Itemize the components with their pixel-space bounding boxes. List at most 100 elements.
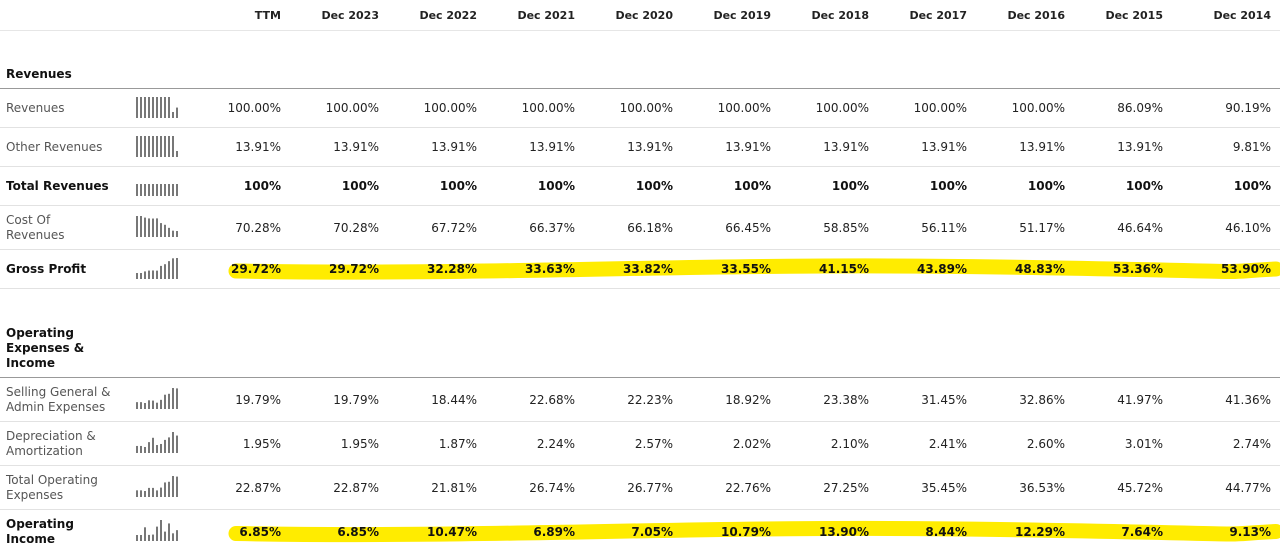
row-label: Depreciation & Amortization bbox=[0, 421, 130, 466]
value-cell: 36.53% bbox=[969, 465, 1067, 510]
sparkline-bar bbox=[176, 530, 178, 541]
value-cell: 66.37% bbox=[479, 205, 577, 250]
value-cell: 51.17% bbox=[969, 205, 1067, 250]
table-row: Selling General & Admin Expenses 19.79% 19.… bbox=[0, 377, 1280, 422]
value-cell: 43.89% bbox=[871, 249, 969, 289]
value-cell: 100% bbox=[871, 166, 969, 206]
sparkline-bar bbox=[160, 183, 162, 196]
column-header: Dec 2022 bbox=[381, 0, 479, 31]
value-cell: 22.87% bbox=[283, 465, 381, 510]
sparkline-bar bbox=[176, 150, 178, 157]
value-cell: 90.19% bbox=[1165, 88, 1280, 128]
table-body: Revenues Revenues 100.00% 100.00% 100.00% 100… bbox=[0, 30, 1280, 551]
value-cell: 100.00% bbox=[871, 88, 969, 128]
value-cell: 13.91% bbox=[1067, 127, 1165, 167]
value-cell: 2.60% bbox=[969, 421, 1067, 466]
sparkline-bar bbox=[148, 442, 150, 453]
label-line: Admin Expenses bbox=[6, 399, 106, 414]
sparkline-bar bbox=[152, 269, 154, 279]
value-cell: 13.91% bbox=[675, 127, 773, 167]
sparkline-bar bbox=[176, 476, 178, 497]
value-cell: 22.68% bbox=[479, 377, 577, 422]
sparkline-bar bbox=[156, 183, 158, 196]
sparkline-bar bbox=[164, 394, 166, 409]
value-cell: 13.90% bbox=[773, 509, 871, 551]
label-line: Revenues bbox=[6, 67, 72, 81]
sparkline-bar bbox=[168, 227, 170, 237]
column-header: TTM bbox=[185, 0, 283, 31]
value-cell: 22.23% bbox=[577, 377, 675, 422]
value-cell: 33.63% bbox=[479, 249, 577, 289]
sparkline-bar bbox=[136, 272, 138, 279]
sparkline-bar bbox=[164, 263, 166, 279]
sparkline-bar bbox=[136, 135, 138, 157]
table-row: Other Revenues 13.91% 13.91% 13.91% 13.91% 13… bbox=[0, 127, 1280, 167]
sparkline-bar bbox=[176, 183, 178, 196]
sparkline-cell bbox=[130, 421, 185, 466]
value-cell: 46.64% bbox=[1067, 205, 1165, 250]
section-title: Revenues bbox=[0, 30, 1280, 89]
sparkline-bar bbox=[176, 107, 178, 118]
sparkline-bar bbox=[152, 534, 154, 541]
value-cell: 48.83% bbox=[969, 249, 1067, 289]
sparkline-bar bbox=[140, 216, 142, 237]
sparkline bbox=[136, 432, 178, 453]
value-cell: 26.77% bbox=[577, 465, 675, 510]
value-cell: 32.86% bbox=[969, 377, 1067, 422]
value-cell: 22.87% bbox=[185, 465, 283, 510]
sparkline-bar bbox=[140, 135, 142, 157]
value-cell: 58.85% bbox=[773, 205, 871, 250]
value-cell: 6.85% bbox=[283, 509, 381, 551]
value-cell: 100% bbox=[1165, 166, 1280, 206]
sparkline-bar bbox=[176, 388, 178, 409]
sparkline-bar bbox=[152, 183, 154, 196]
sparkline-bar bbox=[168, 260, 170, 279]
sparkline-bar bbox=[160, 443, 162, 453]
value-cell: 31.45% bbox=[871, 377, 969, 422]
sparkline-bar bbox=[156, 490, 158, 497]
sparkline bbox=[136, 257, 178, 279]
label-line: Operating bbox=[6, 516, 74, 531]
sparkline-bar bbox=[144, 403, 146, 409]
label-line: Amortization bbox=[6, 443, 83, 458]
sparkline-bar bbox=[136, 402, 138, 409]
value-cell: 6.89% bbox=[479, 509, 577, 551]
value-cell: 18.44% bbox=[381, 377, 479, 422]
sparkline-bar bbox=[152, 135, 154, 157]
sparkline-bar bbox=[148, 400, 150, 409]
sparkline-bar bbox=[144, 217, 146, 237]
sparkline-bar bbox=[136, 445, 138, 453]
row-label: Other Revenues bbox=[0, 127, 130, 167]
blank bbox=[130, 0, 185, 31]
value-cell: 10.47% bbox=[381, 509, 479, 551]
column-header: Dec 2015 bbox=[1067, 0, 1165, 31]
value-cell: 9.81% bbox=[1165, 127, 1280, 167]
sparkline-bar bbox=[168, 183, 170, 196]
value-cell: 35.45% bbox=[871, 465, 969, 510]
value-cell: 41.15% bbox=[773, 249, 871, 289]
label-line: Other Revenues bbox=[6, 139, 103, 154]
value-cell: 13.91% bbox=[969, 127, 1067, 167]
sparkline-bar bbox=[168, 96, 170, 118]
sparkline-bar bbox=[144, 527, 146, 541]
sparkline-bar bbox=[148, 135, 150, 157]
sparkline-bar bbox=[152, 96, 154, 118]
sparkline-bar bbox=[156, 445, 158, 453]
value-cell: 100.00% bbox=[675, 88, 773, 128]
value-cell: 33.55% bbox=[675, 249, 773, 289]
value-cell: 100.00% bbox=[381, 88, 479, 128]
sparkline-bar bbox=[172, 135, 174, 157]
value-cell: 100.00% bbox=[479, 88, 577, 128]
value-cell: 9.13% bbox=[1165, 509, 1280, 551]
value-cell: 8.44% bbox=[871, 509, 969, 551]
sparkline-bar bbox=[152, 437, 154, 453]
row-label: Operating Income bbox=[0, 509, 130, 551]
sparkline-bar bbox=[168, 523, 170, 541]
sparkline bbox=[136, 520, 178, 541]
value-cell: 70.28% bbox=[283, 205, 381, 250]
sparkline-bar bbox=[140, 535, 142, 541]
value-cell: 19.79% bbox=[283, 377, 381, 422]
table-row: Total Operating Expenses 22.87% 22.87% 21.81… bbox=[0, 465, 1280, 510]
sparkline-bar bbox=[172, 257, 174, 279]
sparkline-bar bbox=[160, 520, 162, 541]
